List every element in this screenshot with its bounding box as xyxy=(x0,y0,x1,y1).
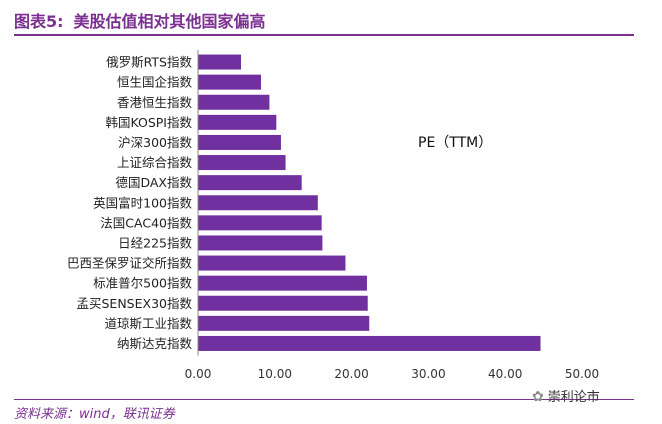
category-label: 俄罗斯RTS指数 xyxy=(106,55,192,70)
bar xyxy=(198,134,281,150)
chart-annotation: PE（TTM） xyxy=(418,135,492,151)
category-label: 道琼斯工业指数 xyxy=(104,316,192,331)
category-label: 恒生国企指数 xyxy=(117,75,193,90)
category-label: 英国富时100指数 xyxy=(93,195,192,210)
category-label: 孟买SENSEX30指数 xyxy=(77,296,193,311)
bar xyxy=(198,175,302,191)
category-label: 纳斯达克指数 xyxy=(117,336,193,351)
bar xyxy=(198,295,368,311)
category-label: 香港恒生指数 xyxy=(117,95,193,110)
figure-title-text: 美股估值相对其他国家偏高 xyxy=(73,12,266,31)
x-tick-label: 20.00 xyxy=(334,367,368,381)
category-label: 日经225指数 xyxy=(118,235,192,250)
source-rule xyxy=(14,399,634,400)
x-tick-label: 40.00 xyxy=(488,367,522,381)
category-label: 沪深300指数 xyxy=(118,135,192,150)
bar xyxy=(198,255,346,271)
bar xyxy=(198,315,370,331)
bar xyxy=(198,215,322,231)
x-tick-labels: 0.00 10.00 20.00 30.00 40.00 50.00 xyxy=(185,367,600,381)
source-note: 资料来源：wind，联讯证券 xyxy=(14,407,175,422)
bar xyxy=(198,275,367,291)
category-label: 巴西圣保罗证交所指数 xyxy=(67,256,193,271)
bar xyxy=(198,335,541,351)
bar xyxy=(198,74,261,90)
bar xyxy=(198,94,270,110)
category-label: 上证综合指数 xyxy=(117,155,193,170)
title-rule xyxy=(14,34,634,36)
x-tick-label: 30.00 xyxy=(411,367,445,381)
bar xyxy=(198,54,242,70)
figure-title: 图表5: 美股估值相对其他国家偏高 xyxy=(14,8,266,32)
x-tick-label: 50.00 xyxy=(565,367,599,381)
category-label: 标准普尔500指数 xyxy=(93,276,192,291)
category-label: 法国CAC40指数 xyxy=(100,215,192,230)
category-labels: 俄罗斯RTS指数恒生国企指数香港恒生指数韩国KOSPI指数沪深300指数上证综合… xyxy=(67,55,193,351)
bar xyxy=(198,114,277,130)
bar xyxy=(198,195,318,211)
x-tick-label: 10.00 xyxy=(258,367,292,381)
category-label: 德国DAX指数 xyxy=(115,175,192,190)
bar xyxy=(198,155,286,171)
bars xyxy=(198,54,541,351)
watermark-text: 崇利论市 xyxy=(547,390,600,405)
watermark: ✿ 崇利论市 xyxy=(532,386,600,405)
figure-number: 图表5: xyxy=(14,12,64,31)
category-label: 韩国KOSPI指数 xyxy=(105,115,192,130)
wechat-icon: ✿ xyxy=(532,389,544,405)
x-tick-label: 0.00 xyxy=(185,367,212,381)
bar xyxy=(198,235,323,251)
